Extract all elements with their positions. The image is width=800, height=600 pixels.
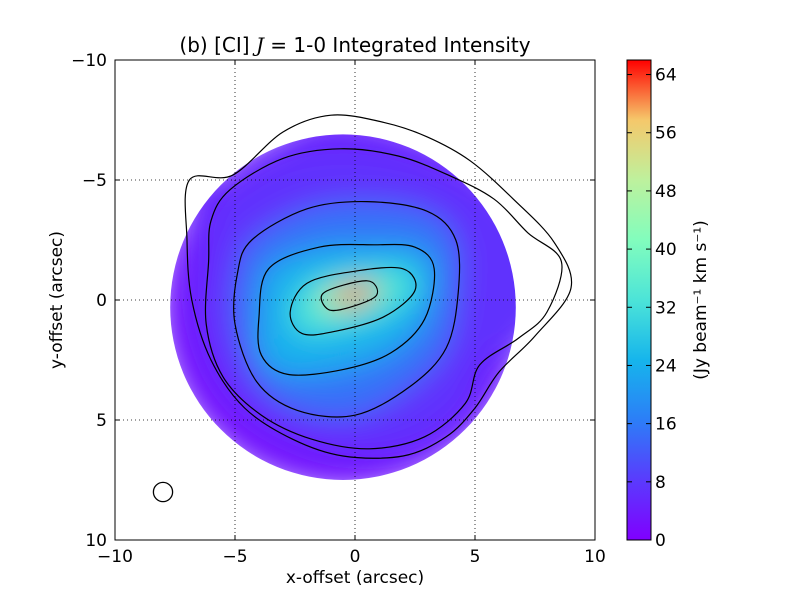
colorbar: 0 8 16 24 32 40 48 56 64 (Jy beam⁻¹ km s⁻¹): [626, 59, 711, 551]
colorbar-tick-label: 24: [655, 356, 677, 376]
chart-title: (b) [CI] J = 1-0 Integrated Intensity: [179, 33, 530, 57]
contour-lines: [184, 114, 573, 459]
colorbar-tick-label: 48: [655, 182, 677, 202]
y-tick-label: −10: [71, 51, 107, 71]
contour-level-6: [320, 280, 379, 312]
map-peak-fill: [334, 284, 376, 306]
colorbar-ticks: 0 8 16 24 32 40 48 56 64: [627, 66, 677, 551]
x-tick-label: −10: [97, 547, 133, 567]
x-axis-ticks: −10 −5 0 5 10: [97, 60, 606, 567]
grid-lines: [115, 60, 595, 540]
title-prefix: (b) [CI]: [179, 33, 255, 57]
colorbar-tick-label: 56: [655, 124, 677, 144]
y-tick-label: 10: [85, 531, 107, 551]
title-suffix: = 1-0 Integrated Intensity: [264, 33, 531, 57]
title-italic: J: [252, 33, 265, 57]
x-tick-label: 10: [584, 547, 606, 567]
x-tick-label: −5: [222, 547, 247, 567]
x-tick-label: 5: [470, 547, 481, 567]
colorbar-tick-label: 8: [655, 473, 666, 493]
contour-level-1: [184, 114, 573, 459]
y-tick-label: 0: [96, 291, 107, 311]
colorbar-tick-label: 16: [655, 415, 677, 435]
contour-level-4: [257, 243, 436, 376]
colorbar-tick-label: 32: [655, 298, 677, 318]
beam-marker: [152, 481, 174, 503]
colorbar-gradient: [626, 59, 652, 541]
beam-circle: [152, 481, 174, 503]
colorbar-label: (Jy beam⁻¹ km s⁻¹): [691, 220, 711, 380]
y-axis-label: y-offset (arcsec): [47, 231, 67, 369]
x-tick-label: 0: [350, 547, 361, 567]
contour-level-5: [289, 266, 417, 336]
contour-level-3: [233, 200, 461, 418]
x-axis-label: x-offset (arcsec): [286, 568, 424, 588]
y-tick-label: 5: [96, 411, 107, 431]
colorbar-tick-label: 0: [655, 531, 666, 551]
contour-level-2: [204, 148, 563, 450]
colorbar-tick-label: 64: [655, 66, 677, 86]
colorbar-tick-label: 40: [655, 240, 677, 260]
y-tick-label: −5: [82, 171, 107, 191]
y-axis-ticks: −10 −5 0 5 10: [71, 51, 595, 551]
